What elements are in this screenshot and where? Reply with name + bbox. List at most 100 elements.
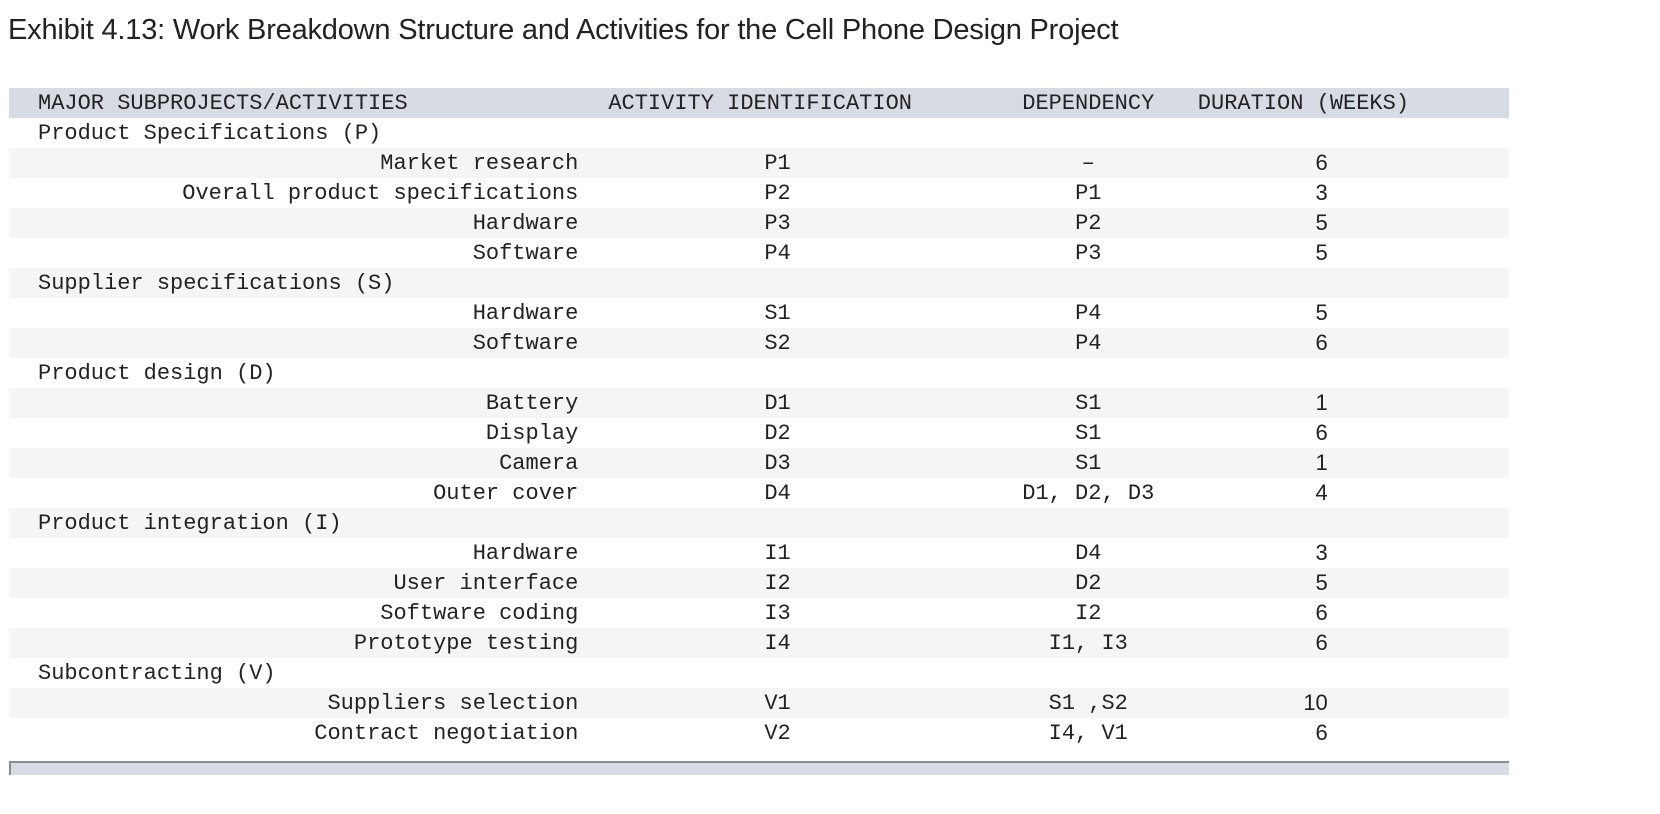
duration-cell: 1 — [1197, 448, 1509, 478]
dependency: D1, D2, D3 — [1022, 480, 1155, 506]
activity-label: Hardware — [9, 208, 579, 238]
activity-id: P4 — [764, 240, 791, 266]
activity-label: Market research — [9, 148, 579, 178]
group-row: Subcontracting (V) — [9, 658, 1509, 688]
duration: 5 — [1315, 570, 1328, 595]
header-dependency: DEPENDENCY — [978, 88, 1198, 118]
empty-cell — [979, 658, 1198, 688]
duration-cell: 5 — [1197, 208, 1509, 238]
activity-id: I1 — [764, 540, 791, 566]
dependency: S1 — [1075, 420, 1102, 446]
activity-label: Software — [9, 328, 579, 358]
wbs-table: MAJOR SUBPROJECTS/ACTIVITIES ACTIVITY ID… — [9, 88, 1509, 748]
duration: 10 — [1303, 690, 1328, 715]
dependency: D4 — [1075, 540, 1102, 566]
table-row: Suppliers selection V1 S1 ,S2 10 — [9, 688, 1509, 718]
empty-cell — [1197, 268, 1509, 298]
activity-id: D1 — [578, 388, 979, 418]
activity-label: User interface — [9, 568, 579, 598]
activity-label: Overall product specifications — [182, 180, 579, 206]
table-row: Battery D1 S1 1 — [9, 388, 1509, 418]
duration-cell: 3 — [1198, 538, 1509, 568]
duration-cell: 6 — [1197, 628, 1509, 658]
dependency: P4 — [978, 328, 1198, 358]
empty-cell — [978, 268, 1198, 298]
dependency: I4, V1 — [1048, 720, 1128, 746]
group-label: Product integration (I) — [9, 508, 579, 538]
dependency: P1 — [1075, 180, 1102, 206]
empty-cell — [578, 118, 978, 148]
duration-cell: 1 — [1197, 388, 1509, 418]
duration: 6 — [1315, 150, 1328, 175]
duration: 3 — [1315, 540, 1328, 565]
empty-cell — [1197, 508, 1509, 538]
activity-id: P1 — [578, 148, 979, 178]
empty-cell — [1198, 118, 1509, 148]
activity-id: D3 — [578, 448, 979, 478]
duration-cell: 6 — [1198, 718, 1509, 748]
activity-label: Hardware — [472, 300, 579, 326]
group-row: Product design (D) — [9, 358, 1509, 388]
table-row: Prototype testing I4 I1, I3 6 — [9, 628, 1509, 658]
table-row: Outer cover D4 D1, D2, D3 4 — [9, 478, 1509, 508]
duration: 3 — [1315, 180, 1328, 205]
empty-cell — [979, 118, 1198, 148]
duration-cell: 3 — [1198, 178, 1509, 208]
table-row: Hardware I1 D4 3 — [9, 538, 1509, 568]
activity-id: V2 — [764, 720, 791, 746]
activity-id: V1 — [578, 688, 979, 718]
table-header-row: MAJOR SUBPROJECTS/ACTIVITIES ACTIVITY ID… — [9, 88, 1509, 118]
empty-cell — [979, 358, 1198, 388]
activity-label: Battery — [9, 388, 579, 418]
activity-label: Software — [472, 240, 579, 266]
table-row: Contract negotiation V2 I4, V1 6 — [9, 718, 1509, 748]
table-row: Overall product specifications P2 P1 3 — [9, 178, 1509, 208]
empty-cell — [978, 508, 1198, 538]
duration-cell: 5 — [1197, 568, 1509, 598]
exhibit-title: Exhibit 4.13: Work Breakdown Structure a… — [8, 14, 1119, 46]
activity-label: Contract negotiation — [314, 720, 579, 746]
dependency: S1 ,S2 — [978, 688, 1198, 718]
header-duration: DURATION (WEEKS) — [1197, 88, 1509, 118]
activity-id: I4 — [578, 628, 979, 658]
activity-label: Software coding — [380, 600, 579, 626]
duration-cell: 6 — [1198, 598, 1509, 628]
activity-label: Suppliers selection — [9, 688, 579, 718]
group-label: Subcontracting (V) — [38, 660, 276, 686]
activity-id: P2 — [764, 180, 791, 206]
activity-id: S2 — [578, 328, 979, 358]
dependency: I2 — [1075, 600, 1102, 626]
empty-cell — [578, 358, 978, 388]
duration-cell: 4 — [1198, 478, 1509, 508]
dependency: P2 — [978, 208, 1198, 238]
dependency: S1 — [978, 388, 1198, 418]
horizontal-scrollbar[interactable] — [9, 761, 1509, 775]
header-activity-id: ACTIVITY IDENTIFICATION — [578, 88, 979, 118]
duration-cell: 6 — [1198, 418, 1509, 448]
group-label: Product design (D) — [38, 360, 276, 386]
activity-id: I3 — [764, 600, 791, 626]
duration-cell: 6 — [1197, 328, 1509, 358]
table-row: User interface I2 D2 5 — [9, 568, 1509, 598]
table-row: Software coding I3 I2 6 — [9, 598, 1509, 628]
duration: 5 — [1315, 210, 1328, 235]
table-row: Camera D3 S1 1 — [9, 448, 1509, 478]
duration: 1 — [1315, 450, 1328, 475]
empty-cell — [578, 658, 978, 688]
activity-label: Prototype testing — [9, 628, 579, 658]
table-row: Hardware P3 P2 5 — [9, 208, 1509, 238]
empty-cell — [1198, 358, 1509, 388]
table-row: Software S2 P4 6 — [9, 328, 1509, 358]
duration: 5 — [1315, 240, 1328, 265]
duration-cell: 5 — [1198, 298, 1509, 328]
empty-cell — [1198, 658, 1509, 688]
activity-label: Outer cover — [433, 480, 579, 506]
dependency: S1 — [978, 448, 1198, 478]
wbs-table-container: MAJOR SUBPROJECTS/ACTIVITIES ACTIVITY ID… — [9, 88, 1509, 748]
group-label: Product Specifications (P) — [38, 120, 382, 146]
duration-cell: 5 — [1198, 238, 1509, 268]
activity-id: P3 — [578, 208, 979, 238]
table-row: Hardware S1 P4 5 — [9, 298, 1509, 328]
empty-cell — [578, 268, 979, 298]
activity-id: I2 — [578, 568, 979, 598]
